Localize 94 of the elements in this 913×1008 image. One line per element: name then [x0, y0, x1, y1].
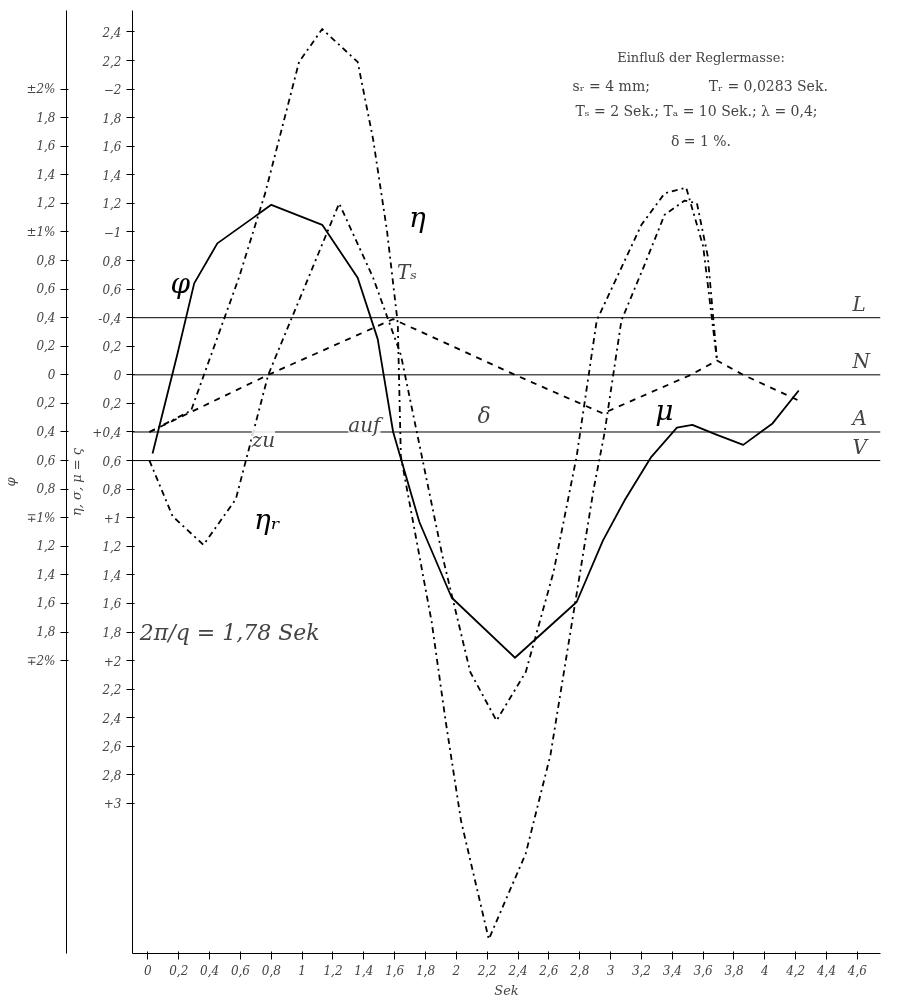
y-tick-label: -0,4 — [98, 311, 122, 326]
series-label: ηᵣ — [253, 503, 281, 537]
y-tick-label: 2,6 — [101, 740, 122, 755]
y2-tick-label: 1,2 — [36, 196, 56, 211]
x-tick-label: 3,6 — [693, 963, 714, 978]
y-tick-label: 1,2 — [102, 197, 122, 212]
y-tick-label: 0,6 — [102, 454, 122, 469]
y2-tick-label: 1,6 — [36, 596, 56, 611]
series-label: η — [409, 201, 427, 235]
x-tick-label: 1,6 — [385, 963, 405, 978]
y2-tick-label: ∓1% — [26, 510, 56, 525]
x-tick-label: 1,2 — [323, 963, 343, 978]
annotation: zu — [250, 427, 276, 452]
x-tick-label: 2 — [451, 963, 461, 978]
y-tick-label: 1,6 — [102, 140, 122, 155]
y2-tick-label: 0,2 — [36, 339, 56, 354]
ref-line-label: L — [851, 291, 866, 316]
y2-axis-title: φ — [3, 476, 19, 487]
y-tick-label: +3 — [103, 797, 122, 812]
y-axis-title: η, σ, μ = ς — [69, 447, 85, 517]
y2-tick-label: 0,6 — [36, 453, 56, 468]
y-tick-label: 1,8 — [102, 626, 122, 641]
y2-tick-label: 1,8 — [36, 625, 56, 640]
y2-tick-label: 0,4 — [36, 310, 56, 325]
y2-tick-label: 1,8 — [36, 110, 56, 125]
x-tick-label: 1,4 — [354, 963, 374, 978]
y-tick-label: 2,4 — [101, 25, 122, 40]
x-axis-title: Sek — [494, 982, 519, 998]
y2-tick-label: 0,4 — [36, 424, 56, 439]
x-tick-label: 0,6 — [230, 963, 251, 978]
y-tick-label: 1,8 — [102, 111, 122, 126]
series-label: μ — [655, 393, 674, 427]
x-tick-label: 3,2 — [631, 963, 651, 978]
annotation: Tₛ — [396, 259, 418, 284]
y-tick-label: +0,4 — [92, 425, 122, 440]
y2-tick-label: 1,4 — [36, 567, 56, 582]
x-tick-label: 1,8 — [415, 963, 436, 978]
x-tick-label: 2,8 — [569, 963, 590, 978]
y-tick-label: 2,2 — [101, 683, 122, 698]
x-tick-label: 2,2 — [476, 963, 497, 978]
y-tick-label: −1 — [103, 225, 122, 240]
y-tick-label: 0 — [113, 368, 122, 383]
y-tick-label: 0,8 — [102, 483, 122, 498]
x-tick-label: 4,4 — [815, 963, 837, 978]
y2-tick-label: ±1% — [26, 224, 56, 239]
y-tick-label: 2,2 — [101, 54, 122, 69]
annotation: sᵣ = 4 mm; — [572, 77, 650, 94]
y-tick-label: 2,4 — [101, 711, 122, 726]
x-tick-label: 3,4 — [662, 963, 682, 978]
y-tick-label: 0,2 — [102, 340, 122, 355]
annotation: δ = 1 %. — [670, 132, 732, 149]
x-tick-label: 0 — [144, 963, 153, 978]
y-tick-label: 0,6 — [102, 283, 122, 298]
y-tick-label: +2 — [103, 654, 122, 669]
y2-tick-label: ±2% — [26, 82, 56, 97]
y2-tick-label: 0,8 — [36, 482, 56, 497]
x-tick-label: 3 — [606, 963, 615, 978]
annotation: Tₛ = 2 Sek.; Tₐ = 10 Sek.; λ = 0,4; — [575, 103, 818, 120]
y2-tick-label: 0,8 — [36, 253, 56, 268]
annotation: Tᵣ = 0,0283 Sek. — [708, 77, 828, 94]
y-tick-label: 0,8 — [102, 254, 122, 269]
ref-line-label: N — [851, 348, 872, 373]
y2-tick-label: 1,6 — [36, 139, 56, 154]
x-tick-label: 0,2 — [169, 963, 189, 978]
annotation: auf — [348, 413, 385, 438]
y-tick-label: 1,4 — [102, 168, 122, 183]
annotation: δ — [477, 403, 491, 429]
y-tick-label: 1,6 — [102, 597, 122, 612]
x-tick-label: 4,6 — [846, 963, 868, 978]
ref-line-label: A — [850, 405, 867, 430]
y-tick-label: 1,2 — [102, 540, 122, 555]
x-tick-label: 2,6 — [538, 963, 559, 978]
y2-tick-label: 1,4 — [36, 167, 56, 182]
y-tick-label: −2 — [103, 83, 122, 98]
x-tick-label: 4,2 — [785, 963, 806, 978]
ref-line-label: V — [852, 434, 870, 459]
x-tick-label: 0,8 — [261, 963, 282, 978]
series-label: φ — [170, 267, 191, 301]
x-tick-label: 1 — [298, 963, 306, 978]
annotation: Einfluß der Reglermasse: — [617, 50, 785, 66]
y2-tick-label: ∓2% — [26, 653, 56, 668]
y2-tick-label: 0,6 — [36, 282, 56, 297]
y2-tick-label: 0,2 — [36, 396, 56, 411]
annotation: 2π/q = 1,78 Sek — [138, 620, 320, 646]
y2-tick-label: 1,2 — [36, 539, 56, 554]
y2-tick-label: 0 — [47, 367, 56, 382]
y-tick-label: 2,8 — [101, 768, 122, 783]
y-tick-label: +1 — [103, 511, 122, 526]
x-tick-label: 2,4 — [507, 963, 528, 978]
x-tick-label: 4 — [760, 963, 769, 978]
x-tick-label: 3,8 — [724, 963, 744, 978]
x-tick-label: 0,4 — [200, 963, 220, 978]
y-tick-label: 1,4 — [102, 568, 122, 583]
y-tick-label: 0,2 — [102, 397, 122, 412]
